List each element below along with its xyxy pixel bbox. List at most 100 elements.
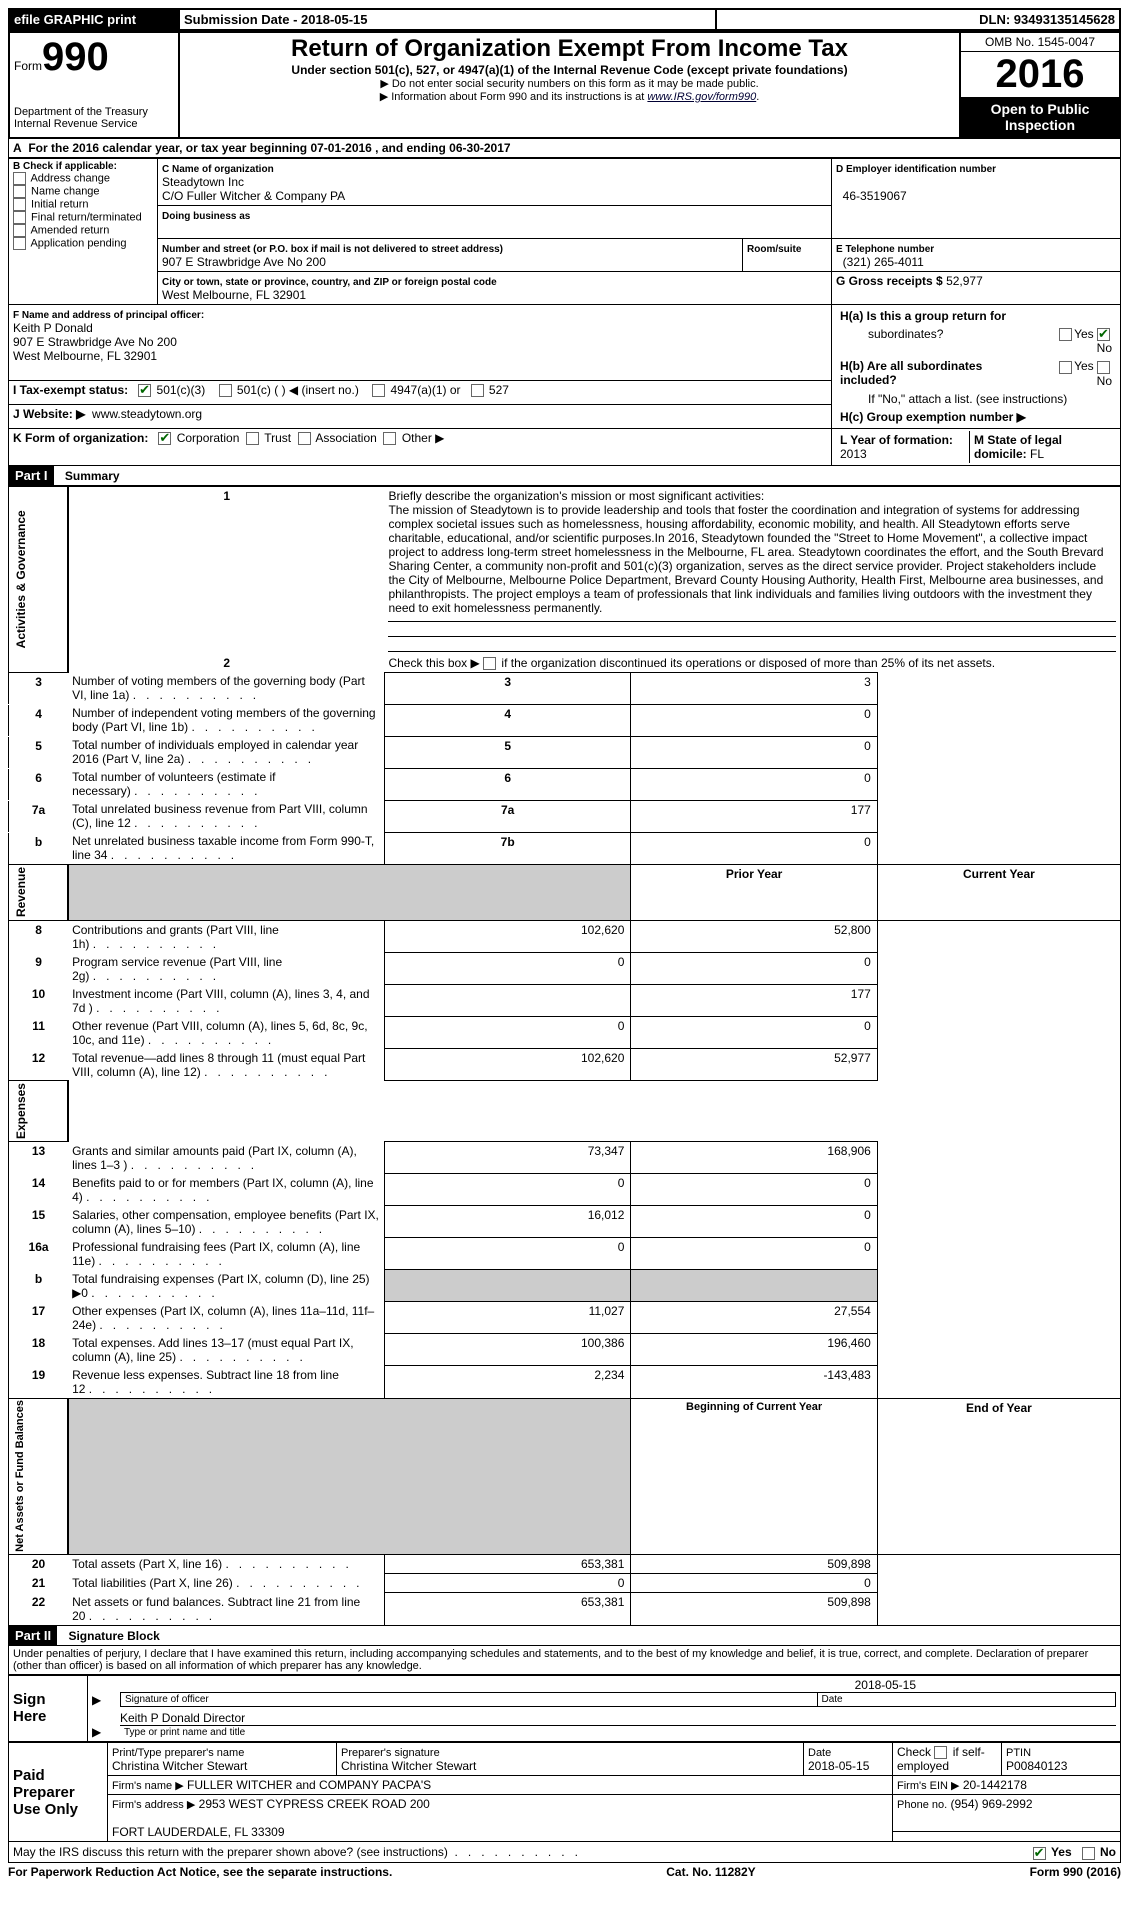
org-co: C/O Fuller Witcher & Company PA — [162, 189, 345, 203]
line2: Check this box ▶ if the organization dis… — [388, 656, 995, 670]
footer-right: Form 990 (2016) — [1030, 1865, 1121, 1879]
ha-label: H(a) Is this a group return for — [840, 309, 1006, 323]
tax-year: 2016 — [961, 52, 1119, 97]
side-ag: Activities & Governance — [9, 486, 69, 672]
city-label: City or town, state or province, country… — [162, 277, 497, 288]
self-employed-cb[interactable] — [934, 1746, 947, 1759]
firm-addr2: FORT LAUDERDALE, FL 33309 — [112, 1825, 285, 1839]
submission-date: Submission Date - 2018-05-15 — [179, 9, 716, 30]
col-current: Current Year — [877, 865, 1120, 920]
officer-city: West Melbourne, FL 32901 — [13, 349, 157, 363]
b-3[interactable] — [13, 211, 26, 224]
paid-preparer-title: Paid Preparer Use Only — [9, 1742, 108, 1841]
k-trust[interactable] — [246, 432, 259, 445]
footer-left: For Paperwork Reduction Act Notice, see … — [8, 1865, 392, 1879]
dba-label: Doing business as — [162, 211, 250, 222]
line2-cb[interactable] — [483, 657, 496, 670]
summary-table: Activities & Governance 1 Briefly descri… — [8, 486, 1121, 1626]
section-g-label: G Gross receipts $ — [836, 274, 943, 288]
form-number: 990 — [42, 35, 109, 79]
sig-officer-label: Signature of officer — [121, 1692, 818, 1706]
section-d-label: D Employer identification number — [836, 164, 996, 175]
irs-url[interactable]: www.IRS.gov/form990 — [647, 91, 756, 103]
i-527[interactable] — [471, 384, 484, 397]
hb-note: If "No," attach a list. (see instruction… — [836, 390, 1116, 408]
i-501c[interactable] — [219, 384, 232, 397]
preparer-name: Christina Witcher Stewart — [112, 1759, 247, 1773]
sign-date: 2018-05-15 — [120, 1678, 1116, 1692]
hb-label: H(b) Are all subordinates included? — [840, 359, 982, 387]
discuss-q: May the IRS discuss this return with the… — [13, 1845, 448, 1859]
type-label: Type or print name and title — [120, 1725, 1116, 1739]
mission-label: Briefly describe the organization's miss… — [388, 489, 764, 503]
discuss-no[interactable] — [1082, 1847, 1095, 1860]
k-corp[interactable] — [158, 432, 171, 445]
firm-phone: (954) 969-2992 — [951, 1797, 1033, 1811]
title-block: Form990 Department of the Treasury Inter… — [8, 31, 1121, 139]
state-domicile: FL — [1030, 447, 1044, 461]
section-k-label: K Form of organization: — [13, 431, 148, 445]
efile-tag: efile GRAPHIC print — [9, 9, 179, 30]
hb-no[interactable] — [1097, 361, 1110, 374]
preparer-date: 2018-05-15 — [808, 1759, 869, 1773]
section-c-label: C Name of organization — [162, 164, 274, 175]
ein: 46-3519067 — [843, 189, 907, 203]
form-word: Form — [14, 59, 42, 73]
website[interactable]: www.steadytown.org — [92, 407, 202, 421]
part-i-label: Part I — [9, 466, 54, 485]
org-info-table: B Check if applicable: Address change Na… — [8, 158, 1121, 466]
gross-receipts: 52,977 — [946, 274, 983, 288]
part-i-title: Summary — [57, 469, 120, 483]
officer-name: Keith P Donald — [13, 321, 93, 335]
room-label: Room/suite — [747, 244, 801, 255]
org-name: Steadytown Inc — [162, 175, 244, 189]
k-other[interactable] — [383, 432, 396, 445]
mission-text: The mission of Steadytown is to provide … — [388, 503, 1103, 615]
firm-name: FULLER WITCHER and COMPANY PACPA'S — [187, 1778, 431, 1792]
i-4947[interactable] — [372, 384, 385, 397]
ptin: P00840123 — [1006, 1759, 1067, 1773]
firm-ein: 20-1442178 — [963, 1778, 1027, 1792]
officer-addr: 907 E Strawbridge Ave No 200 — [13, 335, 177, 349]
form-subtitle: Under section 501(c), 527, or 4947(a)(1)… — [184, 63, 955, 77]
irs: Internal Revenue Service — [14, 118, 174, 130]
section-f-label: F Name and address of principal officer: — [13, 310, 204, 321]
org-city: West Melbourne, FL 32901 — [162, 288, 306, 302]
i-501c3[interactable] — [138, 384, 151, 397]
preparer-sig: Christina Witcher Stewart — [341, 1759, 476, 1773]
section-b-header: B Check if applicable: — [13, 161, 153, 172]
side-revenue: Revenue — [9, 865, 69, 920]
dln: DLN: 93493135145628 — [716, 9, 1120, 30]
omb-no: OMB No. 1545-0047 — [960, 32, 1120, 52]
header-table: efile GRAPHIC print Submission Date - 20… — [8, 8, 1121, 31]
ha-no[interactable] — [1097, 328, 1110, 341]
note-1: Do not enter social security numbers on … — [184, 77, 955, 90]
section-i-label: I Tax-exempt status: — [13, 383, 128, 397]
b-1[interactable] — [13, 185, 26, 198]
side-netassets: Net Assets or Fund Balances — [9, 1398, 69, 1555]
part-ii-title: Signature Block — [60, 1629, 159, 1643]
col-prior: Prior Year — [631, 865, 877, 920]
section-e-label: E Telephone number — [836, 244, 934, 255]
sign-here-block: Sign Here ▶ 2018-05-15 Signature of offi… — [8, 1675, 1121, 1742]
hb-yes[interactable] — [1059, 361, 1072, 374]
sign-here: Sign Here — [9, 1675, 88, 1741]
note-2: Information about Form 990 and its instr… — [380, 91, 648, 103]
col-boy: Beginning of Current Year — [631, 1398, 877, 1555]
paid-preparer-block: Paid Preparer Use Only Print/Type prepar… — [8, 1742, 1121, 1842]
ha-yes[interactable] — [1059, 328, 1072, 341]
b-5[interactable] — [13, 237, 26, 250]
b-4[interactable] — [13, 224, 26, 237]
k-assoc[interactable] — [298, 432, 311, 445]
year-formation: 2013 — [840, 447, 867, 461]
part-ii-label: Part II — [9, 1626, 57, 1645]
b-0[interactable] — [13, 172, 26, 185]
section-a-banner: A For the 2016 calendar year, or tax yea… — [8, 139, 1121, 158]
sig-date-label: Date — [817, 1692, 1116, 1706]
declaration: Under penalties of perjury, I declare th… — [8, 1646, 1121, 1675]
b-2[interactable] — [13, 198, 26, 211]
discuss-yes[interactable] — [1033, 1847, 1046, 1860]
open-inspection: Open to Public Inspection — [961, 97, 1119, 137]
org-addr: 907 E Strawbridge Ave No 200 — [162, 255, 326, 269]
col-eoy: End of Year — [877, 1398, 1120, 1555]
